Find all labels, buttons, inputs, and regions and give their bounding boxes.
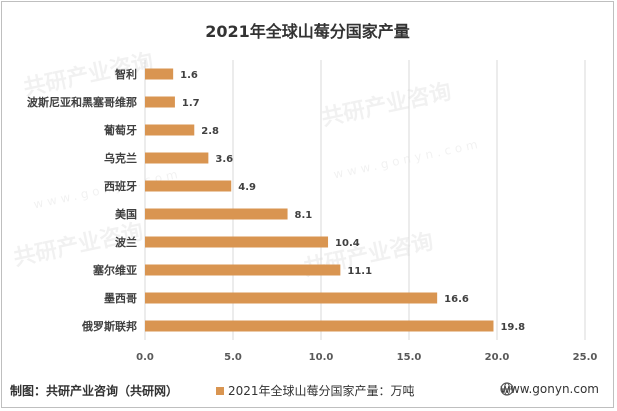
bar-chart: 0.0 5.0 10.0 15.0 20.0 25.0 智利 1.6 波斯尼亚和黑塞哥维那 1.7… (27, 60, 598, 363)
data-label: 3.6 (215, 154, 233, 165)
globe-icon (500, 382, 514, 396)
data-label: 2.8 (201, 126, 219, 137)
category-label: 墨西哥 (104, 292, 137, 305)
bar (145, 124, 195, 136)
data-label: 1.7 (182, 98, 200, 109)
data-label: 19.8 (500, 322, 525, 333)
bar (145, 180, 232, 192)
category-label: 塞尔维亚 (92, 263, 137, 277)
category-label: 智利 (115, 67, 137, 81)
website-credit[interactable]: www.gonyn.com (500, 382, 599, 396)
x-tick-label: 0.0 (136, 352, 154, 363)
bar (145, 208, 288, 220)
category-label: 波斯尼亚和黑塞哥维那 (27, 95, 137, 109)
category-label: 葡萄牙 (103, 123, 137, 137)
category-label: 乌克兰 (104, 151, 137, 165)
data-label: 10.4 (335, 238, 360, 249)
x-tick-label: 10.0 (309, 352, 334, 363)
chart-title: 2021年全球山莓分国家产量 (205, 22, 410, 41)
data-label: 4.9 (238, 182, 256, 193)
source-note: 制图：共研产业咨询（共研网） (10, 384, 179, 398)
data-label: 8.1 (295, 210, 313, 221)
legend-swatch (216, 386, 224, 395)
bar (145, 236, 329, 248)
category-label: 美国 (115, 207, 137, 221)
legend: 2021年全球山莓分国家产量：万吨 (216, 382, 415, 399)
bar (145, 152, 209, 164)
bar (145, 68, 174, 80)
category-label: 俄罗斯联邦 (81, 319, 137, 333)
data-label: 11.1 (347, 266, 372, 277)
bar (145, 320, 494, 332)
bar (145, 96, 175, 108)
data-label: 16.6 (444, 294, 469, 305)
x-tick-label: 5.0 (224, 352, 242, 363)
category-label: 西班牙 (104, 179, 137, 193)
x-tick-label: 20.0 (485, 352, 510, 363)
legend-label: 2021年全球山莓分国家产量：万吨 (228, 384, 415, 398)
data-label: 1.6 (180, 70, 198, 81)
bar (145, 264, 341, 276)
x-tick-label: 25.0 (573, 352, 598, 363)
category-label: 波兰 (115, 235, 137, 249)
x-tick-label: 15.0 (397, 352, 422, 363)
website-url[interactable]: www.gonyn.com (500, 382, 599, 396)
bar (145, 292, 438, 304)
